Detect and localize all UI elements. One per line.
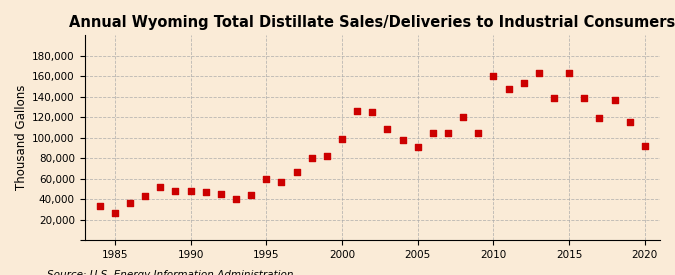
Point — [443, 130, 454, 135]
Point — [215, 192, 226, 196]
Point — [95, 204, 105, 209]
Point — [503, 86, 514, 91]
Point — [639, 144, 650, 148]
Point — [488, 74, 499, 79]
Point — [533, 71, 544, 75]
Point — [155, 185, 165, 189]
Point — [397, 138, 408, 142]
Point — [352, 109, 362, 113]
Point — [140, 194, 151, 199]
Point — [427, 130, 438, 135]
Text: Source: U.S. Energy Information Administration: Source: U.S. Energy Information Administ… — [47, 271, 294, 275]
Point — [609, 98, 620, 102]
Point — [412, 145, 423, 149]
Point — [109, 210, 120, 215]
Point — [321, 154, 332, 158]
Point — [458, 115, 468, 120]
Title: Annual Wyoming Total Distillate Sales/Deliveries to Industrial Consumers: Annual Wyoming Total Distillate Sales/De… — [69, 15, 675, 30]
Point — [125, 201, 136, 206]
Point — [261, 177, 271, 181]
Point — [549, 96, 560, 100]
Point — [185, 189, 196, 193]
Point — [306, 156, 317, 161]
Point — [624, 120, 635, 125]
Point — [518, 81, 529, 86]
Point — [231, 197, 242, 202]
Point — [564, 71, 574, 75]
Point — [276, 180, 287, 184]
Point — [579, 96, 590, 100]
Point — [367, 110, 377, 114]
Point — [337, 137, 348, 141]
Y-axis label: Thousand Gallons: Thousand Gallons — [15, 85, 28, 191]
Point — [170, 189, 181, 193]
Point — [291, 169, 302, 174]
Point — [594, 116, 605, 120]
Point — [200, 190, 211, 194]
Point — [382, 126, 393, 131]
Point — [246, 193, 256, 197]
Point — [473, 130, 484, 135]
